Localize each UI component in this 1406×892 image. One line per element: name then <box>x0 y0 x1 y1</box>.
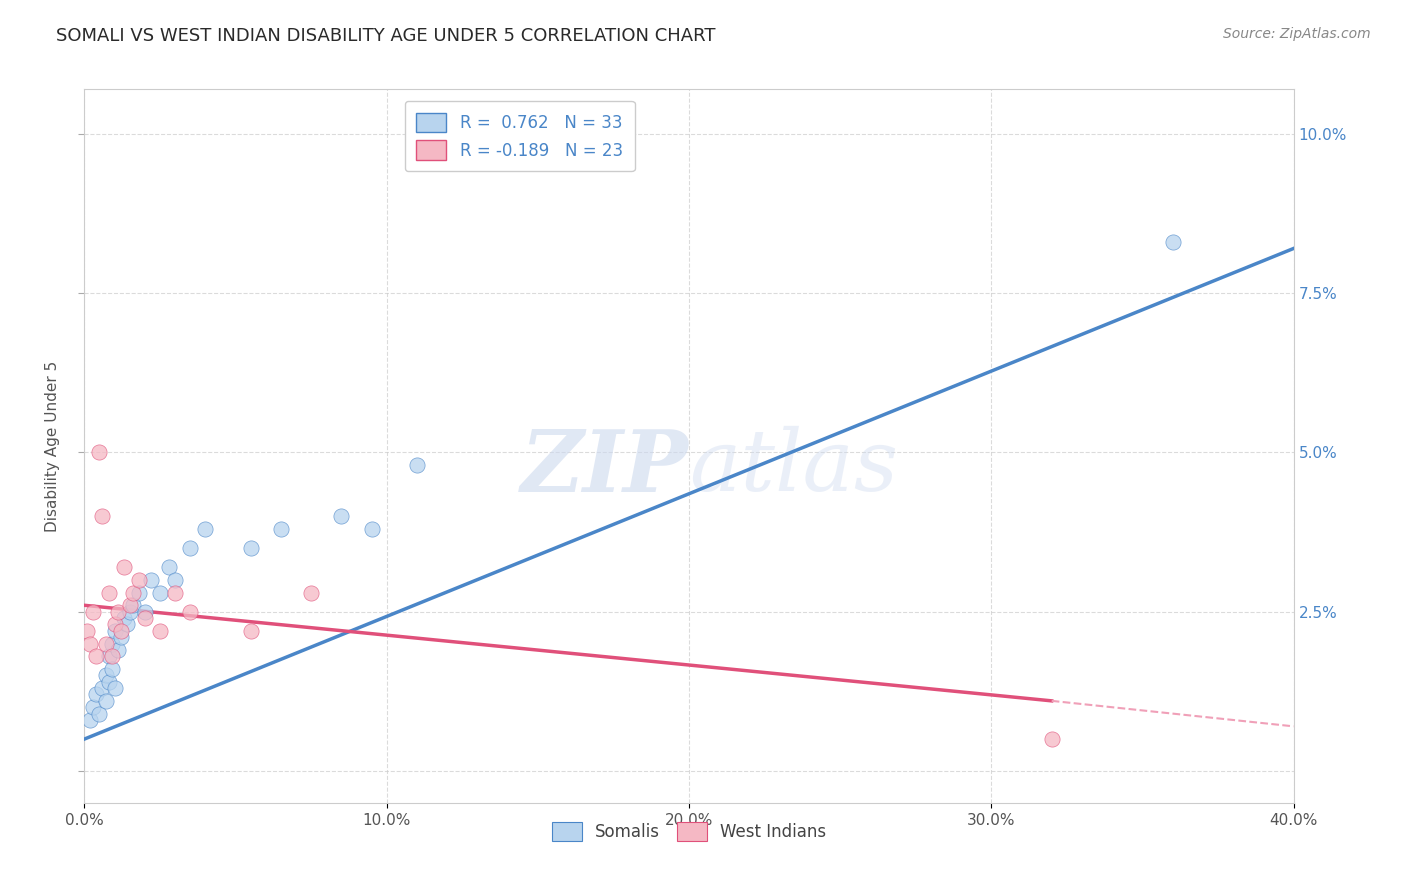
Point <box>134 611 156 625</box>
Point <box>194 522 217 536</box>
Point <box>239 624 262 638</box>
Point <box>157 560 180 574</box>
Point <box>299 585 322 599</box>
Point <box>239 541 262 555</box>
Point <box>107 643 129 657</box>
Point <box>121 599 143 613</box>
Point <box>115 617 138 632</box>
Point <box>149 585 172 599</box>
Point <box>100 649 122 664</box>
Legend: Somalis, West Indians: Somalis, West Indians <box>546 815 832 848</box>
Point <box>97 674 120 689</box>
Y-axis label: Disability Age Under 5: Disability Age Under 5 <box>45 360 60 532</box>
Point <box>179 605 201 619</box>
Point <box>134 605 156 619</box>
Point <box>79 636 101 650</box>
Point <box>89 706 111 721</box>
Point <box>165 585 187 599</box>
Point <box>360 522 382 536</box>
Point <box>91 509 114 524</box>
Point <box>100 636 122 650</box>
Point <box>104 617 127 632</box>
Point <box>82 605 104 619</box>
Point <box>139 573 162 587</box>
Point <box>149 624 172 638</box>
Point <box>104 624 127 638</box>
Point <box>100 662 122 676</box>
Point <box>97 649 120 664</box>
Point <box>118 599 141 613</box>
Point <box>91 681 114 695</box>
Point <box>76 624 98 638</box>
Point <box>1040 732 1063 747</box>
Point <box>107 605 129 619</box>
Point <box>89 445 111 459</box>
Point <box>1161 235 1184 249</box>
Point <box>94 694 117 708</box>
Point <box>179 541 201 555</box>
Text: ZIP: ZIP <box>522 425 689 509</box>
Point <box>104 681 127 695</box>
Point <box>112 560 135 574</box>
Point <box>406 458 429 472</box>
Point <box>94 636 117 650</box>
Point <box>82 700 104 714</box>
Point <box>118 605 141 619</box>
Point <box>79 713 101 727</box>
Point <box>165 573 187 587</box>
Point <box>97 585 120 599</box>
Point <box>112 611 135 625</box>
Text: SOMALI VS WEST INDIAN DISABILITY AGE UNDER 5 CORRELATION CHART: SOMALI VS WEST INDIAN DISABILITY AGE UND… <box>56 27 716 45</box>
Text: Source: ZipAtlas.com: Source: ZipAtlas.com <box>1223 27 1371 41</box>
Point <box>128 573 150 587</box>
Point <box>110 630 132 644</box>
Point <box>128 585 150 599</box>
Point <box>270 522 292 536</box>
Text: atlas: atlas <box>689 426 898 508</box>
Point <box>330 509 353 524</box>
Point <box>94 668 117 682</box>
Point <box>86 649 108 664</box>
Point <box>110 624 132 638</box>
Point <box>121 585 143 599</box>
Point <box>86 688 108 702</box>
